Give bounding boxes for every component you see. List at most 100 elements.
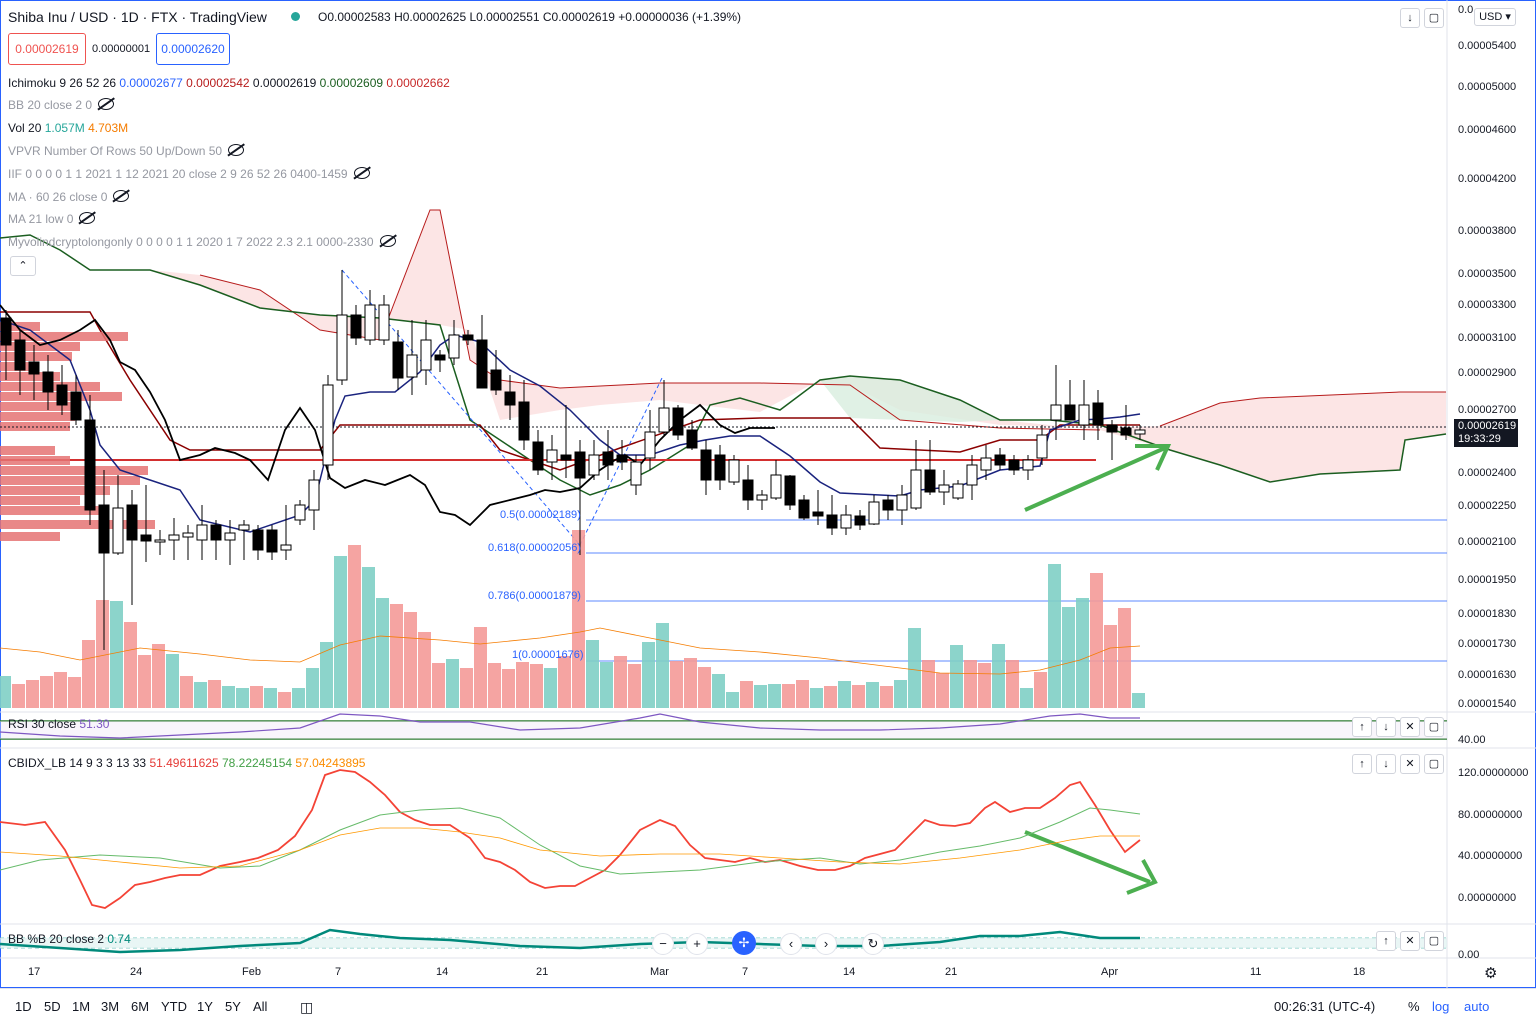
chikou-span [0,304,775,527]
cbidx-axis-80: 80.00000000 [1458,809,1523,821]
settings-gear-icon[interactable]: ⚙ [1484,965,1498,982]
calendar-range-icon[interactable]: ◫ [300,999,314,1015]
hidden-eye-icon[interactable] [353,167,370,179]
currency-selector[interactable]: USD ▾ [1474,8,1516,26]
hidden-eye-icon[interactable] [228,144,245,156]
scroll-left-icon[interactable]: ‹ [780,933,802,955]
volume-bar [124,622,137,708]
range-3m[interactable]: 3M [101,999,120,1014]
candle-body [70,391,82,421]
close-icon[interactable]: ✕ [1400,717,1420,737]
scroll-right-icon[interactable]: › [815,933,837,955]
candle-body [826,514,838,529]
myvol-legend[interactable]: Myvolindcryptolongonly 0 0 0 0 1 1 2020 … [8,234,396,250]
volume-bar [502,669,515,708]
maximize-icon[interactable]: ▢ [1424,8,1444,28]
candle-body [910,469,922,509]
move-up-icon[interactable]: ↑ [1352,754,1372,774]
sell-button[interactable]: 0.00002619 [8,33,86,65]
maximize-icon[interactable]: ▢ [1424,754,1444,774]
candle-body [714,454,726,481]
volume-bar [488,663,501,708]
log-toggle[interactable]: log [1432,999,1450,1014]
ichimoku-legend[interactable]: Ichimoku 9 26 52 26 0.00002677 0.0000254… [8,76,450,90]
move-up-icon[interactable]: ↑ [1352,717,1372,737]
x-axis-label: 18 [1353,966,1366,978]
collapse-legend-button[interactable]: ⌃ [10,256,36,276]
reset-chart-icon[interactable]: ↻ [862,933,884,955]
auto-toggle[interactable]: auto [1464,999,1490,1014]
price-axis-label: 0.00002900 [1458,367,1517,379]
candle-body [518,401,530,441]
volume-bar [474,627,487,708]
hidden-eye-icon[interactable] [98,98,115,110]
volume-bar [740,681,753,708]
vpvr-bar [0,446,55,455]
zoom-out-icon[interactable]: − [652,933,674,955]
candle-body [1050,404,1062,421]
candle-body [630,461,642,486]
reset-zoom-icon[interactable]: ✢ [732,931,756,955]
candle-body [14,339,26,371]
x-axis-label: 21 [536,966,549,978]
candle-body [350,314,362,339]
clock-time[interactable]: 00:26:31 (UTC-4) [1274,999,1376,1014]
candle-body [560,454,572,461]
volume-bar [1006,660,1019,708]
trend-arrow-head [1135,444,1172,471]
candle-body [28,361,40,375]
hidden-eye-icon[interactable] [379,235,396,247]
volume-bar [0,676,11,708]
ma60-legend[interactable]: MA · 60 26 close 0 [8,189,130,205]
range-ytd[interactable]: YTD [161,999,187,1014]
volume-bar [656,623,669,708]
range-5y[interactable]: 5Y [225,999,241,1014]
rsi-legend[interactable]: RSI 30 close 51.30 [8,717,110,731]
volume-bar [684,658,697,708]
candle-body [1022,459,1034,471]
bb-legend[interactable]: BB 20 close 2 0 [8,97,115,113]
price-axis-label: 0.00001730 [1458,638,1517,650]
volume-bar [824,686,837,708]
range-6m[interactable]: 6M [131,999,150,1014]
volume-bar [110,601,123,708]
fib-label-0.5: 0.5(0.00002189) [500,509,581,521]
buy-button[interactable]: 0.00002620 [156,33,230,65]
volume-bar [1090,573,1103,708]
price-axis-label: 0.00001950 [1458,574,1517,586]
candle-body [308,479,320,511]
bbpct-legend[interactable]: BB %B 20 close 2 0.74 [8,932,131,946]
candle-body [1120,427,1132,436]
vol-legend[interactable]: Vol 20 1.057M 4.703M [8,121,129,135]
close-icon[interactable]: ✕ [1400,931,1420,951]
move-down-icon[interactable]: ↓ [1376,717,1396,737]
cbidx-legend[interactable]: CBIDX_LB 14 9 3 3 13 33 51.49611625 78.2… [8,756,366,770]
price-axis-label: 0.00005400 [1458,40,1517,52]
hidden-eye-icon[interactable] [79,212,96,224]
bbpct-line [0,928,1140,954]
vpvr-bar [0,466,148,475]
hidden-eye-icon[interactable] [113,190,130,202]
zoom-in-icon[interactable]: + [686,933,708,955]
range-1m[interactable]: 1M [72,999,91,1014]
candle-body [378,304,390,341]
iif-legend[interactable]: IIF 0 0 0 0 1 1 2021 1 12 2021 20 close … [8,166,370,182]
maximize-icon[interactable]: ▢ [1424,931,1444,951]
move-down-icon[interactable]: ↓ [1400,8,1420,28]
range-5d[interactable]: 5D [44,999,61,1014]
vpvr-bar [0,532,60,541]
ma21-legend[interactable]: MA 21 low 0 [8,211,96,227]
move-up-icon[interactable]: ↑ [1376,931,1396,951]
vpvr-legend[interactable]: VPVR Number Of Rows 50 Up/Down 50 [8,143,245,159]
close-icon[interactable]: ✕ [1400,754,1420,774]
candle-body [196,524,208,541]
range-1d[interactable]: 1D [15,999,32,1014]
range-all[interactable]: All [253,999,268,1014]
candle-body [574,451,586,479]
move-down-icon[interactable]: ↓ [1376,754,1396,774]
candle-body [770,474,782,499]
percent-toggle[interactable]: % [1408,999,1420,1014]
maximize-icon[interactable]: ▢ [1424,717,1444,737]
range-1y[interactable]: 1Y [197,999,213,1014]
